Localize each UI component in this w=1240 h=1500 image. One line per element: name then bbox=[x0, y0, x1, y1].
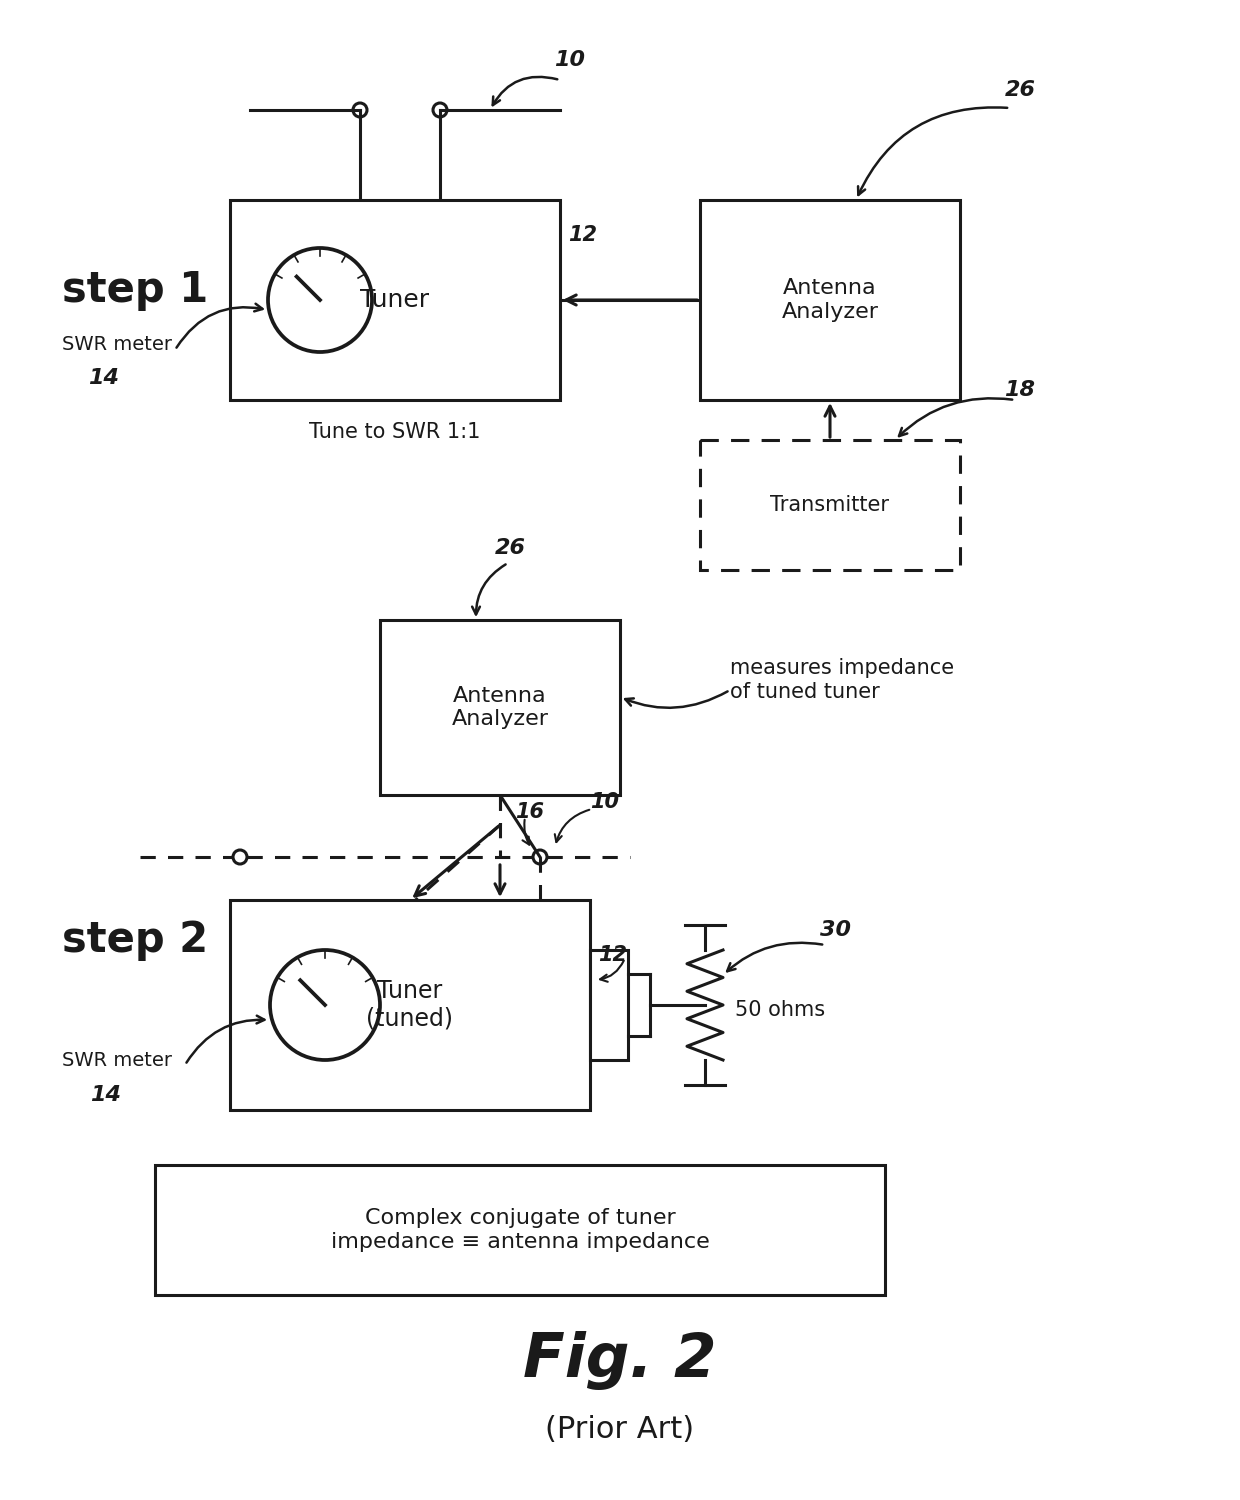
Text: 26: 26 bbox=[1004, 80, 1035, 100]
Text: 50 ohms: 50 ohms bbox=[735, 1000, 825, 1020]
Text: 14: 14 bbox=[88, 368, 119, 388]
Bar bbox=[229, 900, 590, 1110]
Text: 12: 12 bbox=[568, 225, 596, 245]
Bar bbox=[229, 200, 560, 400]
Bar bbox=[701, 200, 960, 400]
Text: 10: 10 bbox=[554, 50, 585, 70]
Text: 10: 10 bbox=[590, 792, 619, 812]
Text: 14: 14 bbox=[91, 1084, 122, 1106]
Text: Complex conjugate of tuner
impedance ≡ antenna impedance: Complex conjugate of tuner impedance ≡ a… bbox=[331, 1209, 709, 1251]
Bar bbox=[701, 440, 960, 570]
Text: step 2: step 2 bbox=[62, 920, 208, 962]
Bar bbox=[379, 620, 620, 795]
Text: Tune to SWR 1:1: Tune to SWR 1:1 bbox=[309, 422, 481, 442]
Bar bbox=[155, 1166, 885, 1294]
Text: 18: 18 bbox=[1004, 380, 1035, 400]
Text: (Prior Art): (Prior Art) bbox=[546, 1416, 694, 1444]
Text: 16: 16 bbox=[515, 802, 544, 822]
Text: step 1: step 1 bbox=[62, 268, 208, 310]
Text: 12: 12 bbox=[598, 945, 627, 964]
Text: Antenna
Analyzer: Antenna Analyzer bbox=[451, 686, 548, 729]
Text: measures impedance
of tuned tuner: measures impedance of tuned tuner bbox=[730, 658, 954, 702]
Text: Transmitter: Transmitter bbox=[770, 495, 889, 514]
Text: Tuner
(tuned): Tuner (tuned) bbox=[367, 980, 454, 1030]
Text: Fig. 2: Fig. 2 bbox=[523, 1330, 717, 1389]
Bar bbox=[590, 950, 627, 1060]
Text: 26: 26 bbox=[495, 538, 526, 558]
Text: Tuner: Tuner bbox=[361, 288, 429, 312]
Text: SWR meter: SWR meter bbox=[62, 336, 172, 354]
Text: SWR meter: SWR meter bbox=[62, 1050, 172, 1070]
Text: Antenna
Analyzer: Antenna Analyzer bbox=[781, 279, 878, 321]
Text: 30: 30 bbox=[820, 920, 851, 940]
